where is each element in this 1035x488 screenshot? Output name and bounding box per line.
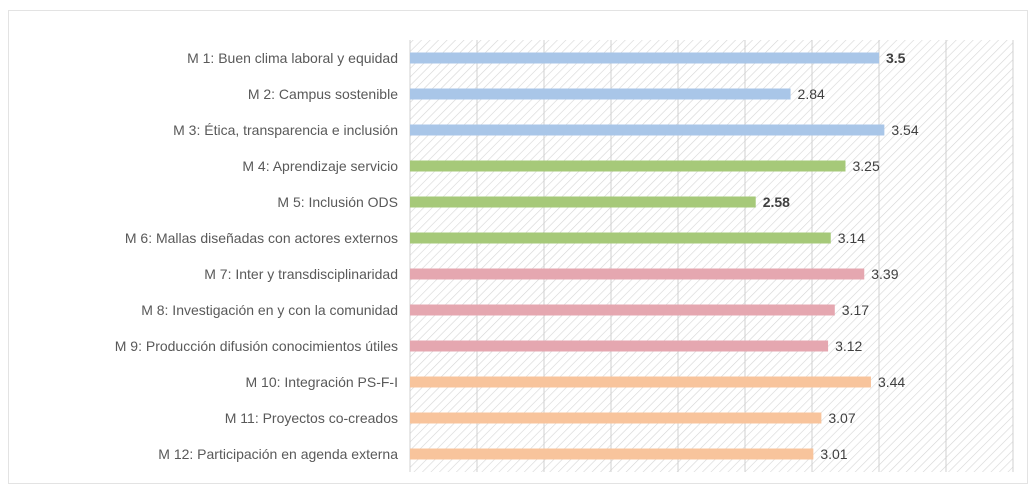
bar: [410, 412, 822, 424]
bar: [410, 52, 879, 64]
data-label: 3.17: [842, 302, 869, 318]
category-label: M 5: Inclusión ODS: [277, 194, 398, 210]
data-label: 3.5: [886, 50, 906, 66]
plot-area: [410, 40, 1013, 472]
bar: [410, 196, 756, 208]
bar: [410, 124, 885, 136]
category-labels: M 1: Buen clima laboral y equidad M 2: Ca…: [115, 50, 398, 462]
bar: [410, 232, 831, 244]
data-label: 3.07: [828, 410, 855, 426]
category-label: M 1: Buen clima laboral y equidad: [187, 50, 398, 66]
bar: [410, 304, 835, 316]
data-label: 3.39: [871, 266, 898, 282]
data-label: 2.84: [798, 86, 825, 102]
category-label: M 10: Integración PS-F-I: [245, 374, 398, 390]
gridlines: [409, 40, 1014, 472]
data-label: 3.25: [853, 158, 880, 174]
data-label: 3.12: [835, 338, 862, 354]
bar: [410, 88, 791, 100]
category-label: M 12: Participación en agenda externa: [158, 446, 398, 462]
bar: [410, 268, 865, 280]
data-label: 3.44: [878, 374, 905, 390]
bar: [410, 376, 871, 388]
bar-series: [410, 52, 885, 460]
category-label: M 8: Investigación en y con la comunidad: [141, 302, 398, 318]
data-label: 3.14: [838, 230, 865, 246]
category-label: M 3: Ética, transparencia e inclusión: [173, 122, 398, 138]
category-label: M 6: Mallas diseñadas con actores extern…: [125, 230, 398, 246]
category-label: M 7: Inter y transdisciplinaridad: [204, 266, 398, 282]
bar: [410, 340, 829, 352]
category-label: M 9: Producción difusión conocimientos ú…: [115, 338, 398, 354]
category-label: M 11: Proyectos co-creados: [225, 410, 398, 426]
category-label: M 4: Aprendizaje servicio: [242, 158, 398, 174]
bar: [410, 160, 846, 172]
data-label: 3.54: [891, 122, 918, 138]
value-labels: 3.5 2.84 3.54 3.25 2.58 3.14 3.39 3.17 3.12 3.44 3…: [763, 50, 919, 462]
category-label: M 2: Campus sostenible: [248, 86, 398, 102]
data-label: 3.01: [820, 446, 847, 462]
chart-frame: M 1: Buen clima laboral y equidad M 2: Ca…: [8, 10, 1028, 484]
data-label: 2.58: [763, 194, 790, 210]
bar-chart: M 1: Buen clima laboral y equidad M 2: Ca…: [115, 40, 1014, 472]
bar: [410, 448, 814, 460]
